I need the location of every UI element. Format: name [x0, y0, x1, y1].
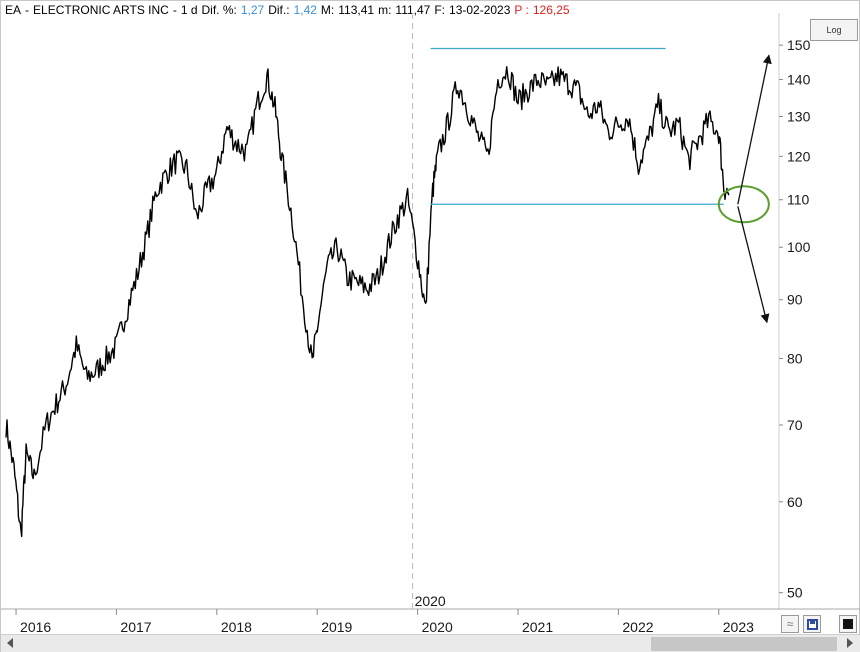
y-tick-label: 80 [787, 350, 803, 366]
wave-icon: ≈ [786, 617, 794, 631]
max-label: M: [320, 3, 335, 17]
y-tick-label: 120 [787, 148, 811, 164]
y-tick-label: 130 [787, 108, 811, 124]
x-tick-label: 2022 [622, 619, 653, 634]
dif-pct-value: 1,27 [240, 3, 265, 17]
price-label: P : [514, 3, 529, 17]
y-tick-label: 60 [787, 494, 803, 510]
y-tick-label: 140 [787, 72, 811, 88]
log-scale-button[interactable]: Log [810, 19, 858, 41]
y-tick-label: 70 [787, 417, 803, 433]
chart-header: EA - ELECTRONIC ARTS INC - 1 d Dif. %: 1… [5, 3, 570, 19]
arrow-down [737, 206, 770, 324]
date-label: F: [434, 3, 446, 17]
price-value: 126,25 [532, 3, 570, 17]
interval-label: 1 d [180, 3, 198, 17]
scrollbar-thumb[interactable] [651, 637, 837, 651]
x-tick-label: 2016 [20, 619, 51, 634]
x-tick-label: 2017 [120, 619, 151, 634]
y-tick-label: 90 [787, 292, 803, 308]
dif-label: Dif.: [268, 3, 290, 17]
max-value: 113,41 [338, 3, 375, 17]
symbol-label: EA [5, 3, 22, 17]
min-label: m: [378, 3, 392, 17]
x-tick-label: 2023 [723, 619, 754, 634]
price-chart-svg: 2020 50 60 70 80 90 100 110 120 130 140 150 2016 2017… [1, 13, 860, 634]
save-button[interactable] [803, 615, 821, 633]
dif-pct-label: Dif. %: [201, 3, 237, 17]
company-label: ELECTRONIC ARTS INC [33, 3, 169, 17]
chevron-right-icon[interactable] [847, 638, 853, 648]
x-tick-label: 2020 [422, 619, 453, 634]
chevron-left-icon[interactable] [7, 638, 13, 648]
save-icon [806, 618, 818, 630]
year-divider-label: 2020 [415, 593, 446, 609]
y-tick-label: 150 [787, 37, 811, 53]
header-separator-2: - [172, 3, 177, 17]
y-tick-label: 110 [787, 192, 810, 208]
min-value: 111,47 [395, 3, 431, 17]
date-value: 13-02-2023 [449, 3, 511, 17]
stop-icon [843, 619, 853, 629]
x-tick-label: 2018 [221, 619, 252, 634]
stop-button[interactable] [839, 615, 857, 633]
arrow-up [737, 54, 772, 205]
price-series-line [5, 66, 730, 538]
x-tick-label: 2021 [522, 619, 553, 634]
wave-button[interactable]: ≈ [781, 615, 799, 633]
y-tick-label: 50 [787, 585, 803, 601]
x-tick-label: 2019 [321, 619, 352, 634]
header-separator: - [25, 3, 30, 17]
horizontal-scrollbar[interactable] [1, 634, 860, 652]
dif-value: 1,42 [293, 3, 317, 17]
y-tick-label: 100 [787, 239, 811, 255]
breakout-circle [717, 185, 770, 224]
